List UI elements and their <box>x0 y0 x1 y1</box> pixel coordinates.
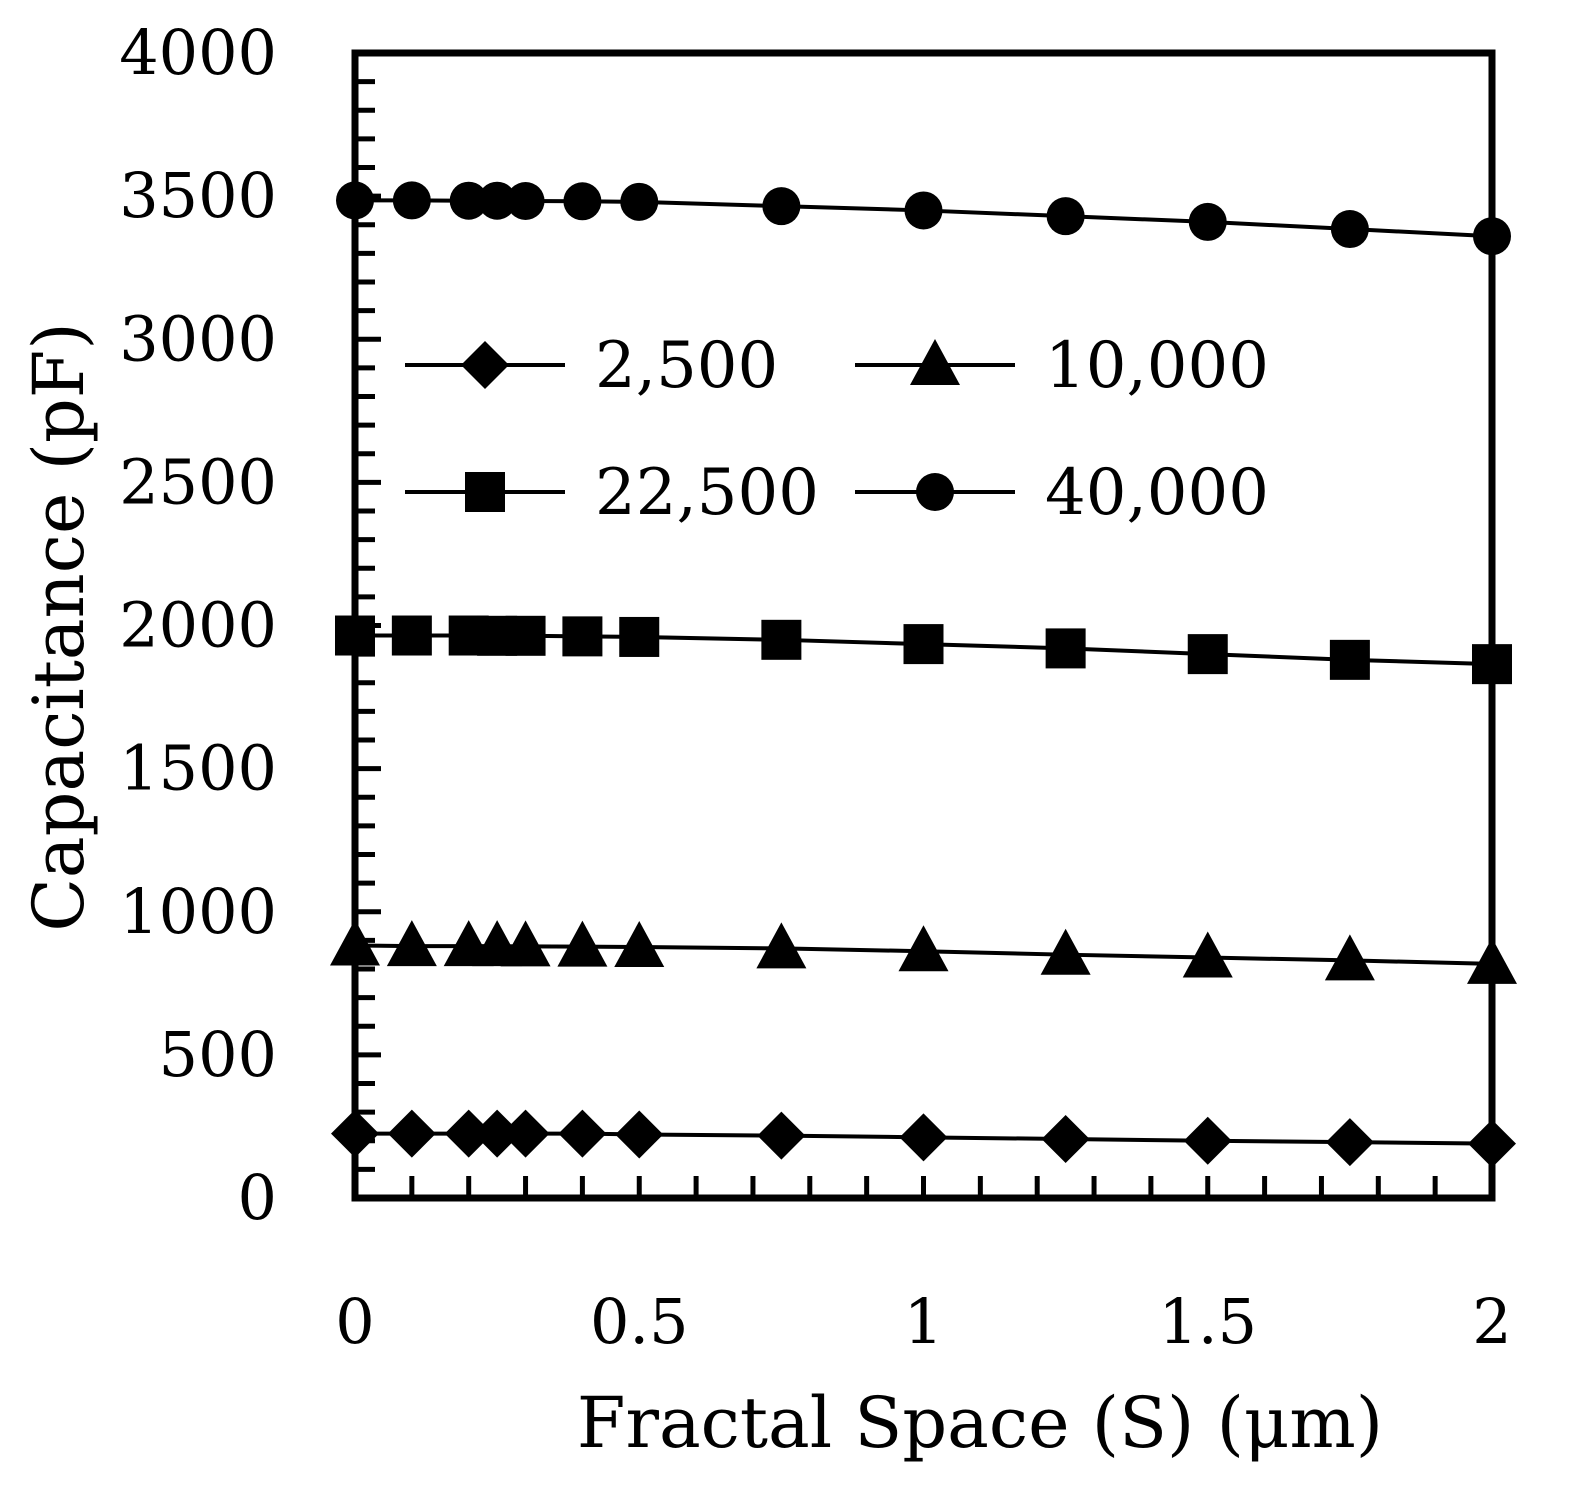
y-axis-title: Capacitance (pF) <box>18 322 100 931</box>
data-point-square <box>1187 634 1228 675</box>
data-point-triangle <box>614 920 665 967</box>
data-point-triangle <box>1040 928 1091 975</box>
y-tick-label: 4000 <box>119 16 277 89</box>
data-point-diamond <box>615 1110 664 1159</box>
data-point-circle <box>762 187 801 226</box>
data-point-triangle <box>500 920 551 967</box>
data-point-circle <box>1330 210 1369 249</box>
series-40000 <box>336 181 1511 256</box>
data-point-triangle <box>557 920 608 967</box>
x-tick-label: 2 <box>1472 1285 1511 1358</box>
data-point-diamond <box>473 1109 522 1158</box>
data-point-circle <box>478 181 517 220</box>
data-point-diamond <box>501 1109 550 1158</box>
legend-label: 2,500 <box>595 329 778 403</box>
data-point-circle <box>1188 202 1227 241</box>
data-point-circle <box>1046 197 1085 236</box>
y-tick-label: 3000 <box>119 302 277 375</box>
data-point-triangle <box>386 920 437 967</box>
data-point-diamond <box>444 1109 493 1158</box>
legend-label: 10,000 <box>1045 329 1269 403</box>
y-tick-label: 1000 <box>119 875 277 948</box>
data-point-circle <box>506 181 545 220</box>
x-tick-label: 0.5 <box>590 1285 689 1358</box>
data-point-diamond <box>1041 1115 1090 1164</box>
data-point-triangle <box>756 922 807 969</box>
data-point-triangle <box>1182 931 1233 978</box>
legend-label: 40,000 <box>1045 456 1269 530</box>
data-point-diamond <box>1325 1118 1374 1167</box>
series-2500 <box>331 1109 1516 1168</box>
x-tick-label: 1.5 <box>1158 1285 1257 1358</box>
y-tick-label: 1500 <box>119 732 277 805</box>
x-tick-label: 1 <box>904 1285 943 1358</box>
data-point-square <box>1329 639 1370 680</box>
data-point-square <box>761 619 802 660</box>
data-point-diamond <box>1183 1116 1232 1165</box>
legend-item: 22,500 <box>405 456 819 530</box>
data-point-circle <box>392 181 431 220</box>
legend: 2,500 10,000 22,500 40,000 <box>405 329 1269 530</box>
data-point-circle <box>563 182 602 221</box>
labels-layer: 0 500 1000 1500 2000 2500 3000 3500 4000 0 0.5 1 1.5… <box>119 16 1512 1358</box>
y-tick-label: 2000 <box>119 589 277 662</box>
data-point-square <box>505 615 546 656</box>
legend-item: 40,000 <box>855 456 1269 530</box>
series-layer <box>330 181 1517 1168</box>
y-tick-label: 2500 <box>119 445 277 518</box>
y-tick-label: 3500 <box>119 159 277 232</box>
legend-marker-triangle <box>910 339 960 385</box>
legend-item: 10,000 <box>855 329 1269 403</box>
data-point-square <box>903 624 944 665</box>
data-point-diamond <box>757 1111 806 1160</box>
y-tick-label: 0 <box>238 1161 277 1234</box>
legend-marker-square <box>465 472 505 512</box>
data-point-diamond <box>387 1109 436 1158</box>
legend-marker-circle <box>916 473 954 511</box>
data-point-square <box>619 616 660 657</box>
data-point-square <box>1045 628 1086 669</box>
data-point-circle <box>449 181 488 220</box>
legend-label: 22,500 <box>595 456 819 530</box>
data-point-triangle <box>898 925 949 972</box>
data-point-diamond <box>558 1109 607 1158</box>
data-point-square <box>562 616 603 657</box>
data-point-circle <box>904 191 943 230</box>
x-axis-title: Fractal Space (S) (μm) <box>577 1382 1383 1464</box>
data-point-diamond <box>899 1113 948 1162</box>
y-tick-label: 500 <box>159 1018 277 1091</box>
data-point-triangle <box>1324 934 1375 981</box>
x-tick-label: 0 <box>335 1285 374 1358</box>
legend-item: 2,500 <box>405 329 778 403</box>
data-point-square <box>391 615 432 656</box>
plot-frame <box>351 49 1496 1202</box>
legend-marker-diamond <box>461 341 509 389</box>
data-point-circle <box>620 182 659 221</box>
series-22500 <box>335 615 1512 685</box>
